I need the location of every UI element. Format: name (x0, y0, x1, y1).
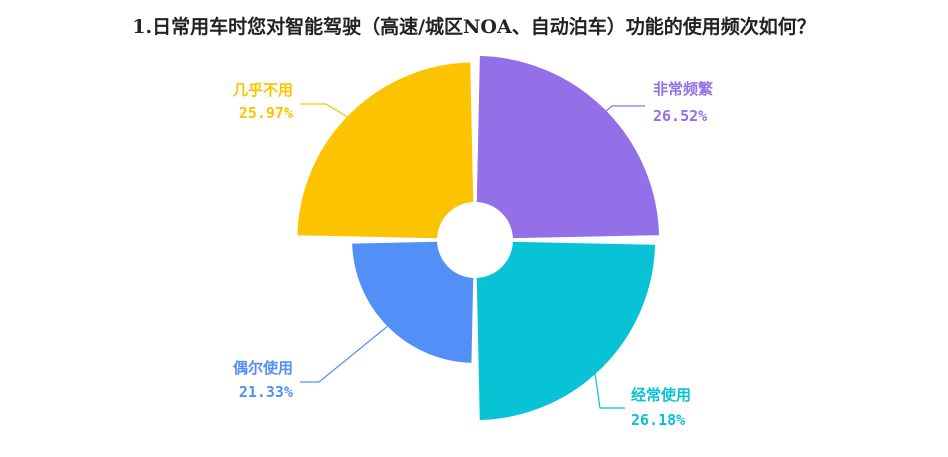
leader-line (300, 320, 395, 383)
leader-line (595, 105, 645, 121)
donut-hole (437, 202, 513, 278)
slice-value-label: 21.33% (239, 383, 293, 401)
slice-value-label: 26.52% (653, 107, 707, 125)
pie-slice (474, 53, 662, 241)
slice-value-label: 25.97% (239, 104, 293, 122)
pie-slice (295, 60, 476, 241)
leader-line (592, 357, 625, 409)
leader-line (300, 103, 360, 125)
pie-slice (474, 239, 658, 423)
slice-category-label: 几乎不用 (233, 81, 293, 99)
chart-title: 1.日常用车时您对智能驾驶（高速/城区NOA、自动泊车）功能的使用频次如何？ (132, 16, 816, 38)
slice-category-label: 偶尔使用 (233, 359, 293, 377)
slice-category-label: 非常频繁 (653, 80, 714, 98)
pie-slice (350, 239, 476, 365)
slice-value-label: 26.18% (631, 411, 685, 429)
slice-category-label: 经常使用 (631, 386, 691, 404)
